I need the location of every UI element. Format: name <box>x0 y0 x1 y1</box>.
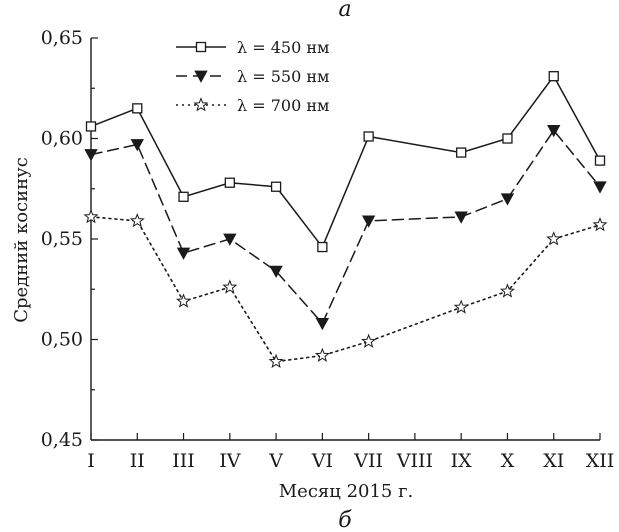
x-ticks: I II III IV V VI VII VIII IX X XI XII <box>87 433 614 472</box>
data-point <box>223 233 237 246</box>
legend: λ = 450 нм λ = 550 нм λ = 700 нм <box>176 38 329 115</box>
x-tick-label: V <box>268 450 283 472</box>
x-axis-title: Месяц 2015 г. <box>279 481 414 502</box>
data-point <box>502 133 513 144</box>
x-tick-label: VIII <box>396 450 433 472</box>
legend-item: λ = 550 нм <box>176 67 329 86</box>
data-point <box>129 213 145 228</box>
x-tick-label: VII <box>353 450 383 472</box>
data-point <box>547 125 561 138</box>
legend-item: λ = 700 нм <box>176 96 329 115</box>
panel-label-top: а <box>338 0 351 22</box>
legend-marker <box>194 70 208 83</box>
y-tick-label: 0,60 <box>41 128 83 150</box>
data-point <box>224 177 235 188</box>
legend-label: λ = 700 нм <box>237 96 329 115</box>
series-line <box>90 74 601 249</box>
legend-marker <box>193 97 209 112</box>
data-point <box>594 155 606 166</box>
data-point <box>593 181 607 194</box>
y-tick-label: 0,50 <box>41 329 83 351</box>
y-tick-label: 0,65 <box>41 27 83 49</box>
y-tick-label: 0,55 <box>41 228 83 250</box>
data-point <box>548 71 559 82</box>
data-point <box>130 139 144 152</box>
legend-label: λ = 450 нм <box>237 38 329 57</box>
data-point <box>314 347 330 362</box>
y-axis-title: Средний косинус <box>11 157 32 323</box>
x-tick-label: IV <box>219 450 241 472</box>
data-point <box>83 209 99 224</box>
data-point <box>361 215 376 228</box>
data-point <box>85 121 97 132</box>
data-point <box>500 193 515 206</box>
data-point <box>269 265 283 278</box>
data-point <box>499 283 515 298</box>
data-point <box>546 231 562 246</box>
data-point <box>178 191 189 202</box>
panel-label-bottom: б <box>338 508 352 532</box>
x-tick-label: II <box>130 450 145 472</box>
data-point <box>84 149 98 162</box>
data-point <box>222 279 238 294</box>
data-point <box>361 333 377 348</box>
series-line <box>90 216 601 363</box>
data-point <box>317 241 328 253</box>
legend-item: λ = 450 нм <box>176 38 329 57</box>
data-point <box>176 247 191 260</box>
data-point <box>270 181 282 192</box>
data-point <box>454 211 468 224</box>
y-tick-label: 0,45 <box>41 429 83 451</box>
x-tick-label: VI <box>311 450 333 472</box>
data-point <box>315 318 330 331</box>
data-point <box>453 299 469 314</box>
x-tick-label: XI <box>543 450 564 472</box>
x-tick-label: I <box>87 450 95 472</box>
x-tick-label: XII <box>586 450 615 472</box>
plot-area: 0,450,500,550,600,65 I II III IV V VI VII VIII I… <box>41 27 615 472</box>
x-tick-label: X <box>501 450 515 472</box>
series-layer <box>83 71 608 368</box>
series-3 <box>83 209 608 368</box>
data-point <box>592 217 608 232</box>
data-point <box>363 131 374 142</box>
data-point <box>176 293 192 308</box>
data-point <box>268 353 284 368</box>
x-tick-label: IX <box>451 450 473 472</box>
legend-marker <box>195 41 207 53</box>
data-point <box>456 147 467 158</box>
data-point <box>132 103 143 114</box>
x-tick-label: III <box>172 450 195 472</box>
legend-label: λ = 550 нм <box>237 67 329 86</box>
y-ticks: 0,45 0,50 0,55 0,60 0,65 <box>41 27 98 451</box>
series-line <box>90 129 601 325</box>
series-2 <box>84 125 607 331</box>
series-1 <box>85 71 606 253</box>
